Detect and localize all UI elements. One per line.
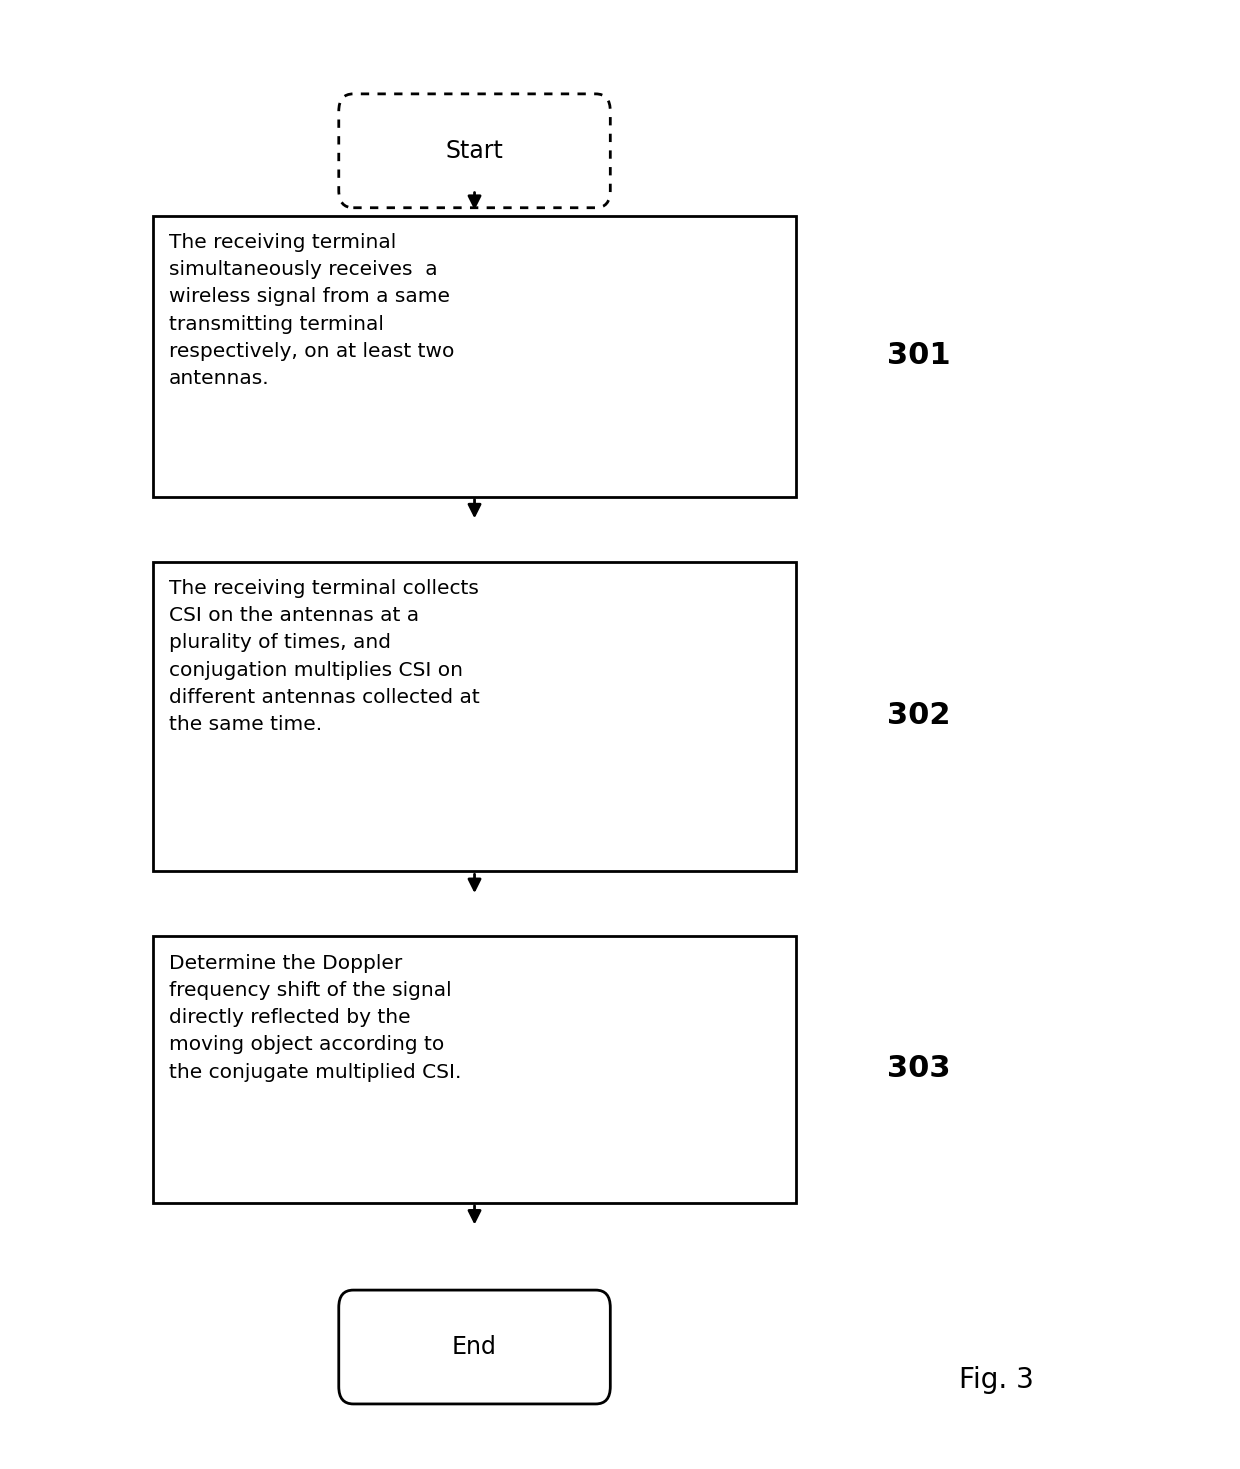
Text: Start: Start xyxy=(445,138,503,163)
Text: 301: 301 xyxy=(887,341,950,370)
Bar xyxy=(154,216,796,497)
Text: The receiving terminal
simultaneously receives  a
wireless signal from a same
tr: The receiving terminal simultaneously re… xyxy=(169,234,454,388)
Text: The receiving terminal collects
CSI on the antennas at a
plurality of times, and: The receiving terminal collects CSI on t… xyxy=(169,579,480,734)
FancyBboxPatch shape xyxy=(339,1290,610,1404)
Text: Determine the Doppler
frequency shift of the signal
directly reflected by the
mo: Determine the Doppler frequency shift of… xyxy=(169,953,461,1081)
Text: End: End xyxy=(453,1335,497,1359)
Text: 302: 302 xyxy=(887,701,950,730)
Text: 303: 303 xyxy=(887,1055,950,1083)
Bar xyxy=(154,936,796,1203)
Text: Fig. 3: Fig. 3 xyxy=(960,1366,1034,1394)
FancyBboxPatch shape xyxy=(339,94,610,207)
Bar xyxy=(154,561,796,871)
